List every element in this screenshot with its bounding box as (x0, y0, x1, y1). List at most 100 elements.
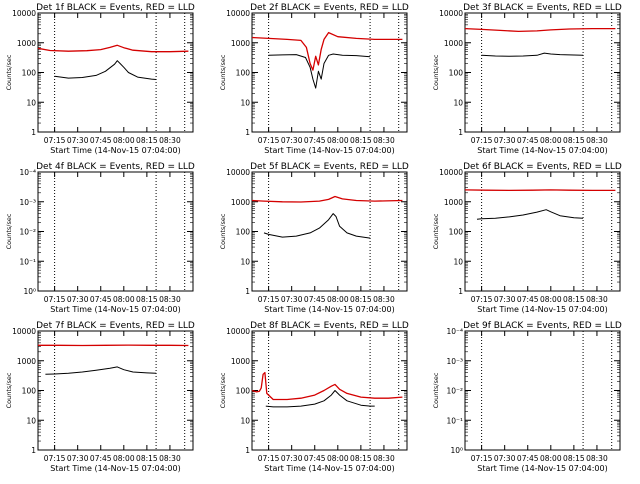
series-lld (252, 197, 402, 203)
y-tick-label: 10 (453, 257, 463, 266)
plot-frame (38, 13, 193, 132)
y-axis-label: Counts/sec (432, 54, 440, 90)
panel-title: Det 9f BLACK = Events, RED = LLD (463, 321, 622, 331)
y-tick-label: 1 (31, 446, 36, 455)
x-axis-label: Start Time (14-Nov-15 07:04:00) (477, 305, 607, 314)
y-tick-label: 10 (26, 416, 36, 425)
y-tick-label: 1 (458, 287, 463, 296)
y-axis-label: Counts/sec (219, 54, 227, 90)
x-tick-label: 07:45 (90, 454, 112, 463)
series-events (264, 214, 370, 239)
x-tick-label: 08:30 (586, 295, 608, 304)
panel-title: Det 5f BLACK = Events, RED = LLD (250, 162, 409, 172)
x-tick-label: 07:30 (67, 454, 89, 463)
y-tick-label: 1000 (231, 39, 250, 48)
y-tick-label: 10000 (439, 9, 463, 18)
x-tick-label: 07:15 (471, 136, 493, 145)
x-tick-label: 08:30 (373, 454, 395, 463)
y-tick-label: 10000 (12, 327, 36, 336)
y-tick-label: 10⁻¹ (446, 416, 463, 425)
panel-title: Det 7f BLACK = Events, RED = LLD (36, 321, 195, 331)
x-tick-label: 08:15 (350, 454, 372, 463)
panel-5: Det 5f BLACK = Events, RED = LLD11010010… (219, 162, 409, 314)
x-tick-label: 08:30 (159, 295, 181, 304)
x-tick-label: 08:30 (159, 454, 181, 463)
plot-frame (252, 331, 407, 450)
y-tick-label: 10⁻⁴ (19, 168, 36, 177)
x-tick-label: 07:15 (258, 295, 280, 304)
series-events (45, 367, 156, 374)
y-tick-label: 100 (236, 387, 251, 396)
x-tick-label: 07:30 (494, 136, 516, 145)
y-tick-label: 10 (240, 416, 250, 425)
x-axis-label: Start Time (14-Nov-15 07:04:00) (477, 146, 607, 155)
y-tick-label: 10000 (226, 168, 250, 177)
y-tick-label: 10 (26, 98, 36, 107)
plot-frame (252, 13, 407, 132)
y-tick-label: 10 (453, 98, 463, 107)
x-tick-label: 08:15 (136, 454, 158, 463)
x-tick-label: 07:45 (517, 295, 539, 304)
x-tick-label: 07:30 (67, 136, 89, 145)
panel-8: Det 8f BLACK = Events, RED = LLD11010010… (219, 321, 409, 473)
panel-title: Det 8f BLACK = Events, RED = LLD (250, 321, 409, 331)
y-tick-label: 10⁻³ (19, 198, 36, 207)
x-tick-label: 07:45 (304, 454, 326, 463)
x-tick-label: 07:15 (44, 454, 66, 463)
y-tick-label: 1000 (444, 39, 463, 48)
x-tick-label: 08:15 (563, 136, 585, 145)
series-lld (252, 373, 402, 400)
y-tick-label: 1000 (231, 198, 250, 207)
x-tick-label: 08:00 (327, 454, 349, 463)
x-tick-label: 07:30 (281, 454, 303, 463)
y-tick-label: 10⁰ (450, 446, 463, 455)
y-tick-label: 1000 (17, 39, 36, 48)
x-tick-label: 08:15 (136, 136, 158, 145)
plot-frame (38, 331, 193, 450)
x-axis-label: Start Time (14-Nov-15 07:04:00) (264, 464, 394, 473)
panel-1: Det 1f BLACK = Events, RED = LLD11010010… (5, 3, 195, 155)
y-tick-label: 100 (449, 228, 464, 237)
x-tick-label: 08:00 (113, 454, 135, 463)
x-axis-label: Start Time (14-Nov-15 07:04:00) (264, 305, 394, 314)
panel-2: Det 2f BLACK = Events, RED = LLD11010010… (219, 3, 409, 155)
panel-3: Det 3f BLACK = Events, RED = LLD11010010… (432, 3, 622, 155)
series-lld (38, 45, 188, 51)
y-tick-label: 10 (240, 98, 250, 107)
y-tick-label: 10⁻⁴ (446, 327, 463, 336)
y-axis-label: Counts/sec (5, 54, 13, 90)
plot-frame (465, 331, 620, 450)
y-tick-label: 10000 (226, 9, 250, 18)
x-tick-label: 08:30 (586, 454, 608, 463)
y-tick-label: 1000 (17, 357, 36, 366)
x-tick-label: 07:45 (517, 136, 539, 145)
panel-9: Det 9f BLACK = Events, RED = LLD 10⁰ 10⁻¹ 1… (432, 321, 622, 473)
panel-title: Det 4f BLACK = Events, RED = LLD (36, 162, 195, 172)
x-tick-label: 08:00 (327, 136, 349, 145)
x-axis-label: Start Time (14-Nov-15 07:04:00) (50, 305, 180, 314)
x-tick-label: 08:30 (586, 136, 608, 145)
plot-frame (38, 172, 193, 291)
x-tick-label: 08:15 (136, 295, 158, 304)
y-tick-label: 1 (458, 128, 463, 137)
series-events (482, 53, 583, 56)
x-tick-label: 07:45 (90, 295, 112, 304)
plot-frame (252, 172, 407, 291)
y-tick-label: 10⁰ (23, 287, 36, 296)
x-tick-label: 07:30 (494, 454, 516, 463)
x-tick-label: 07:30 (281, 136, 303, 145)
x-tick-label: 08:15 (563, 454, 585, 463)
x-tick-label: 08:00 (540, 454, 562, 463)
x-axis-label: Start Time (14-Nov-15 07:04:00) (264, 146, 394, 155)
panel-title: Det 1f BLACK = Events, RED = LLD (36, 3, 195, 13)
y-tick-label: 100 (22, 69, 37, 78)
y-tick-label: 10000 (226, 327, 250, 336)
series-events (477, 210, 583, 220)
y-tick-label: 10000 (12, 9, 36, 18)
series-lld (252, 33, 402, 71)
x-tick-label: 08:00 (540, 136, 562, 145)
x-axis-label: Start Time (14-Nov-15 07:04:00) (477, 464, 607, 473)
panel-title: Det 6f BLACK = Events, RED = LLD (463, 162, 622, 172)
x-tick-label: 07:30 (281, 295, 303, 304)
x-tick-label: 08:15 (350, 295, 372, 304)
